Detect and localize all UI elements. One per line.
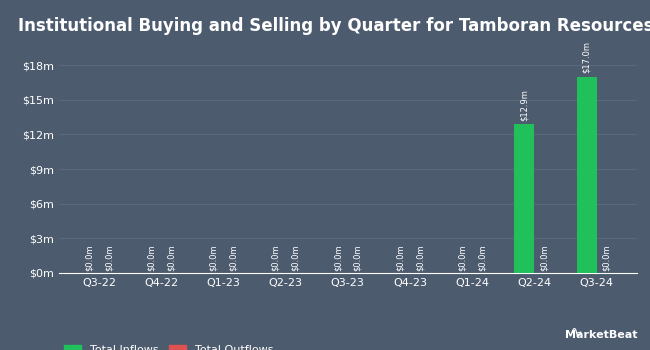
Text: $17.0m: $17.0m [582,41,591,73]
Text: $0.0m: $0.0m [478,244,487,271]
Bar [514,124,534,273]
Text: $0.0m: $0.0m [540,244,549,271]
Text: $0.0m: $0.0m [105,244,113,271]
Text: $0.0m: $0.0m [209,244,218,271]
Text: $0.0m: $0.0m [333,244,343,271]
Text: MarketBeat: MarketBeat [564,329,637,340]
Text: $0.0m: $0.0m [166,244,176,271]
Text: $0.0m: $0.0m [353,244,362,271]
Text: $12.9m: $12.9m [520,89,529,120]
Text: ∿: ∿ [569,324,582,339]
Text: $0.0m: $0.0m [147,244,156,271]
Bar [577,77,597,273]
Text: $0.0m: $0.0m [395,244,404,271]
Text: $0.0m: $0.0m [602,244,611,271]
Text: $0.0m: $0.0m [271,244,280,271]
Text: $0.0m: $0.0m [415,244,424,271]
Text: $0.0m: $0.0m [291,244,300,271]
Text: Institutional Buying and Selling by Quarter for Tamboran Resources: Institutional Buying and Selling by Quar… [18,17,650,35]
Text: $0.0m: $0.0m [458,244,467,271]
Text: $0.0m: $0.0m [84,244,94,271]
Text: $0.0m: $0.0m [229,244,238,271]
Legend: Total Inflows, Total Outflows: Total Inflows, Total Outflows [64,345,274,350]
